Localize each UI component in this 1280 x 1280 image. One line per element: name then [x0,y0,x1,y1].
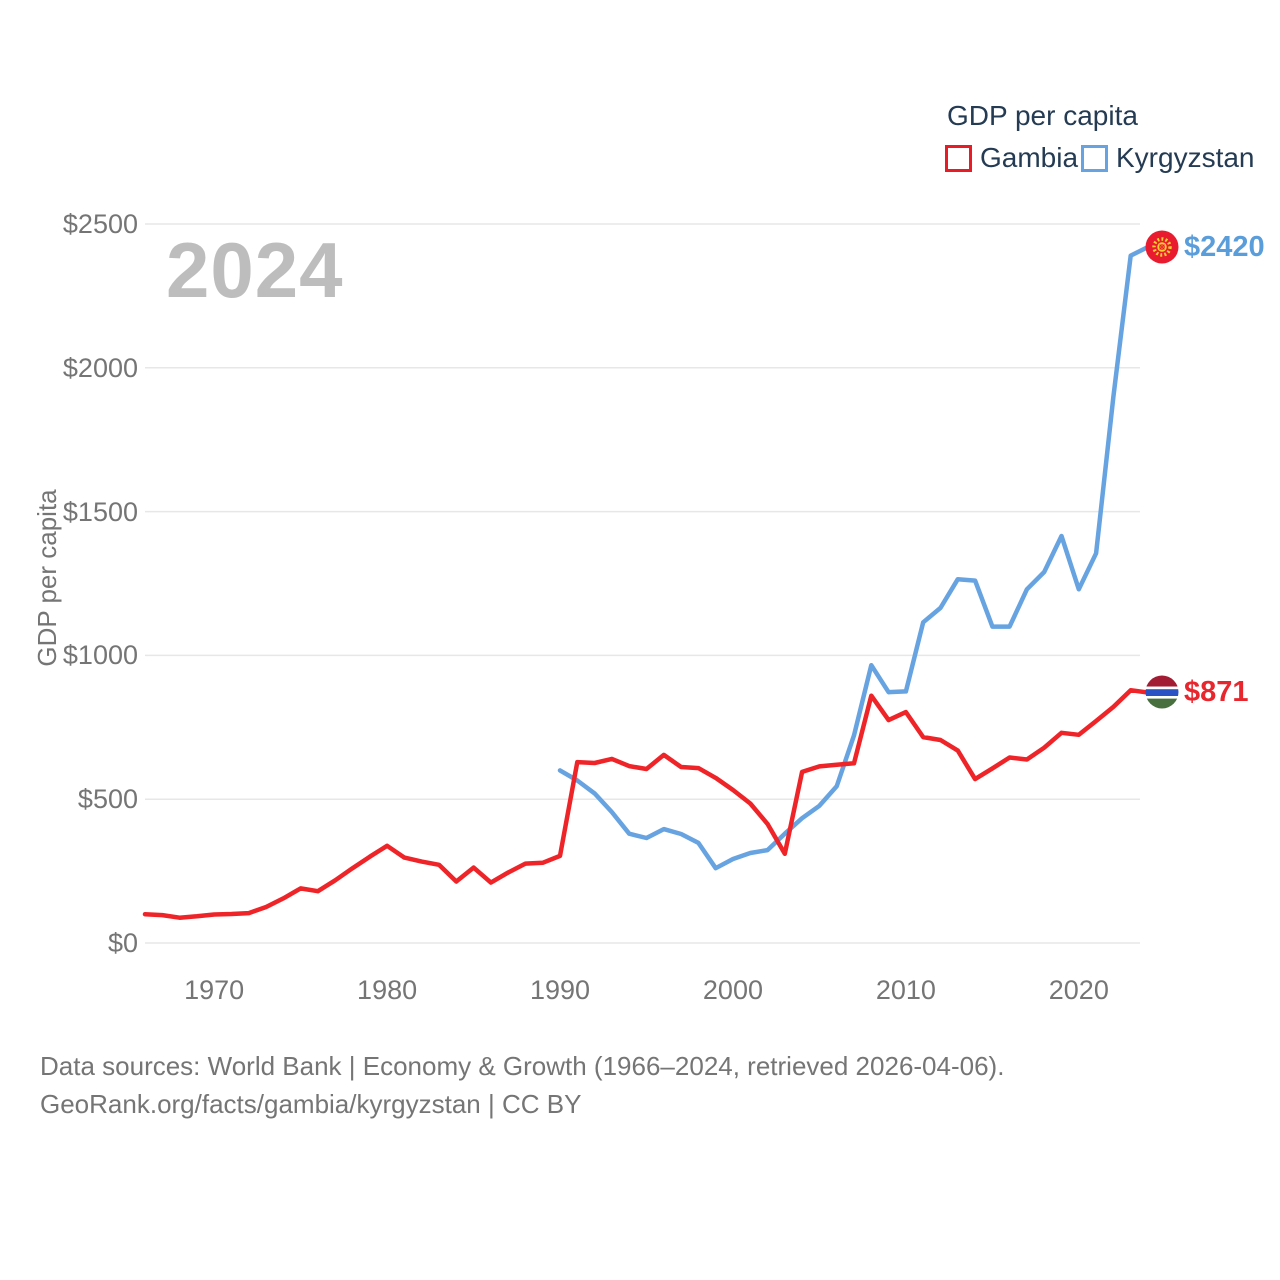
kyrgyzstan-color-swatch [1081,144,1108,172]
y-tick-label: $0 [107,928,138,958]
x-tick-label: 1990 [529,975,591,1005]
kyrgyzstan-end-value-label: $2420 [1184,231,1265,263]
y-tick-label: $1000 [62,640,138,671]
x-tick-label: 2000 [702,975,763,1005]
series-lines [142,244,1151,920]
footer-source-url: GeoRank.org/facts/gambia/kyrgyzstan | CC… [40,1089,582,1119]
gambia-end-value-label: $871 [1184,676,1249,708]
footer-data-sources: Data sources: World Bank | Economy & Gro… [40,1051,1005,1081]
x-tick-label: 2020 [1048,975,1109,1005]
y-tick-label: $1500 [62,496,138,527]
gambia-flag-icon [1145,675,1179,709]
legend-item-kyrgyzstan: Kyrgyzstan [1081,142,1255,174]
y-tick-label: $2000 [62,352,138,383]
x-tick-label: 1980 [357,975,418,1005]
y-tick-label: $2500 [62,209,138,239]
kyrgyzstan-line [557,244,1151,871]
x-tick-label: 1970 [184,975,245,1005]
y-tick-label: $500 [77,784,138,815]
kyrgyzstan-flag-icon [1145,230,1179,264]
legend-label-kyrgyzstan: Kyrgyzstan [1116,142,1255,173]
x-tick-label: 2010 [875,975,936,1005]
legend-label-gambia: Gambia [980,142,1079,173]
legend-title: GDP per capita [947,100,1138,131]
gambia-line [142,687,1151,920]
year-watermark: 2024 [166,226,344,314]
gridlines [145,223,1140,944]
legend-item-gambia: Gambia [945,142,1078,174]
gambia-color-swatch [945,144,972,172]
y-axis-title: GDP per capita [32,489,62,667]
footer-attribution: Data sources: World Bank | Economy & Gro… [40,1047,1004,1123]
